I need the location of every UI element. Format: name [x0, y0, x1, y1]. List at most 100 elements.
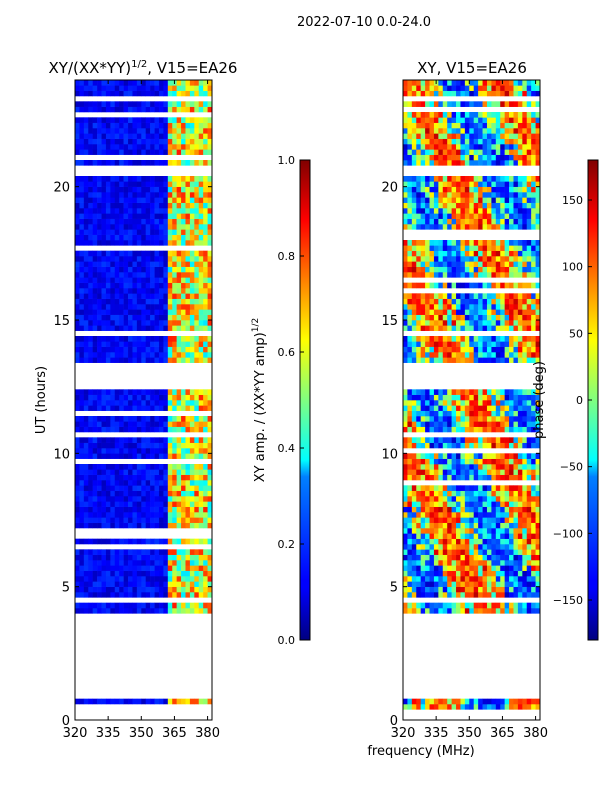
- heatmap-cell: [535, 698, 541, 705]
- heatmap-cell: [150, 400, 155, 406]
- heatmap-cell: [198, 517, 204, 523]
- heatmap-cell: [172, 176, 177, 182]
- heatmap-cell: [460, 560, 466, 566]
- heatmap-cell: [167, 197, 173, 203]
- heatmap-cell: [438, 133, 444, 139]
- heatmap-cell: [207, 389, 213, 395]
- heatmap-cell: [189, 160, 195, 166]
- heatmap-cell: [150, 309, 155, 315]
- heatmap-cell: [442, 213, 448, 219]
- heatmap-cell: [495, 128, 501, 134]
- heatmap-cell: [123, 197, 129, 203]
- heatmap-cell: [464, 565, 470, 571]
- heatmap-cell: [495, 453, 501, 459]
- heatmap-cell: [181, 592, 186, 598]
- heatmap-cell: [504, 325, 510, 331]
- heatmap-cell: [522, 565, 528, 571]
- heatmap-cell: [495, 581, 501, 587]
- heatmap-cell: [163, 288, 169, 294]
- heatmap-cell: [411, 405, 417, 411]
- heatmap-cell: [513, 176, 519, 182]
- heatmap-cell: [114, 581, 120, 587]
- heatmap-cell: [128, 554, 133, 561]
- heatmap-cell: [447, 458, 452, 465]
- heatmap-cell: [194, 506, 200, 513]
- heatmap-cell: [114, 186, 120, 193]
- heatmap-cell: [198, 570, 204, 577]
- heatmap-cell: [526, 405, 532, 411]
- heatmap-cell: [416, 453, 421, 459]
- heatmap-cell: [105, 357, 111, 363]
- heatmap-cell: [433, 197, 439, 203]
- heatmap-cell: [526, 400, 532, 406]
- heatmap-cell: [403, 538, 408, 545]
- heatmap-cell: [504, 186, 510, 193]
- heatmap-cell: [429, 154, 435, 161]
- heatmap-cell: [105, 314, 111, 321]
- heatmap-cell: [105, 346, 111, 353]
- heatmap-cell: [491, 522, 497, 529]
- heatmap-cell: [429, 293, 435, 299]
- heatmap-cell: [429, 138, 435, 145]
- heatmap-cell: [83, 490, 89, 497]
- heatmap-cell: [97, 128, 102, 134]
- heatmap-cell: [145, 85, 151, 91]
- heatmap-cell: [75, 128, 80, 134]
- heatmap-cell: [203, 122, 208, 129]
- heatmap-cell: [486, 544, 492, 550]
- heatmap-cell: [517, 346, 523, 353]
- heatmap-cell: [163, 181, 169, 187]
- heatmap-cell: [123, 80, 129, 86]
- heatmap-cell: [194, 256, 200, 262]
- heatmap-cell: [509, 464, 514, 470]
- heatmap-cell: [172, 138, 177, 145]
- heatmap-cell: [513, 389, 519, 395]
- heatmap-cell: [486, 144, 492, 150]
- heatmap-cell: [460, 122, 466, 129]
- heatmap-cell: [469, 293, 475, 299]
- heatmap-cell: [154, 80, 160, 86]
- heatmap-cell: [531, 341, 536, 347]
- heatmap-cell: [425, 266, 430, 273]
- heatmap-cell: [172, 490, 177, 497]
- heatmap-cell: [517, 352, 523, 358]
- heatmap-cell: [132, 602, 138, 609]
- heatmap-cell: [456, 304, 461, 310]
- heatmap-cell: [478, 394, 483, 401]
- heatmap-cell: [154, 122, 160, 129]
- heatmap-cell: [163, 186, 169, 193]
- heatmap-cell: [189, 266, 195, 273]
- heatmap-cell: [132, 144, 138, 150]
- heatmap-cell: [141, 325, 147, 331]
- heatmap-cell: [132, 560, 138, 566]
- heatmap-cell: [500, 213, 505, 219]
- heatmap-cell: [110, 256, 116, 262]
- heatmap-cell: [141, 480, 147, 486]
- heatmap-cell: [101, 469, 107, 475]
- heatmap-cell: [500, 154, 505, 161]
- heatmap-cell: [154, 176, 160, 182]
- heatmap-cell: [504, 282, 510, 289]
- heatmap-cell: [411, 298, 417, 305]
- heatmap-cell: [469, 181, 475, 187]
- heatmap-cell: [189, 608, 195, 614]
- heatmap-cell: [425, 202, 430, 209]
- heatmap-cell: [176, 485, 182, 491]
- heatmap-cell: [150, 341, 155, 347]
- heatmap-cell: [447, 426, 452, 433]
- heatmap-cell: [460, 533, 466, 539]
- heatmap-cell: [132, 592, 138, 598]
- heatmap-cell: [460, 272, 466, 278]
- heatmap-cell: [429, 528, 435, 534]
- heatmap-cell: [189, 208, 195, 214]
- heatmap-cell: [189, 565, 195, 571]
- heatmap-cell: [495, 416, 501, 422]
- heatmap-cell: [517, 698, 523, 705]
- heatmap-cell: [92, 80, 98, 86]
- heatmap-cell: [105, 421, 111, 427]
- heatmap-cell: [478, 336, 483, 342]
- heatmap-cell: [509, 352, 514, 358]
- heatmap-cell: [141, 160, 147, 166]
- heatmap-cell: [447, 341, 452, 347]
- heatmap-cell: [203, 608, 208, 614]
